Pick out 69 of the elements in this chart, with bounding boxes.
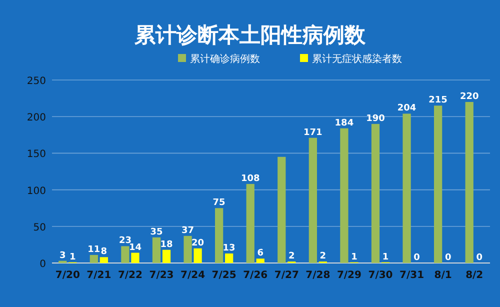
data-label: 204 [397,104,416,114]
data-label: 0 [476,253,482,263]
legend-label: 累计确诊病例数 [190,53,260,65]
x-tick-label: 7/25 [212,270,236,281]
bar [225,253,234,263]
legend-label: 累计无症状感染者数 [312,53,402,65]
y-tick-label: 50 [33,222,46,234]
bar [434,106,442,263]
y-tick-label: 200 [26,112,46,124]
data-label: 8 [100,247,108,258]
data-label: 190 [366,114,385,124]
bar [278,156,286,263]
bar [152,237,161,263]
bar [184,236,192,263]
data-label: 0 [414,253,420,263]
data-label: 1 [382,252,389,262]
data-label: 220 [460,92,479,102]
x-tick-label: 7/24 [180,270,206,281]
bar [215,208,224,263]
data-label: 2 [288,252,295,262]
data-label: 18 [160,240,173,250]
data-label: 13 [222,243,236,254]
data-label: 3 [60,250,66,261]
data-label: 1 [351,252,358,262]
y-tick-label: 100 [26,186,46,197]
x-tick-label: 7/26 [243,270,268,281]
y-tick-label: 150 [26,149,46,160]
x-tick-label: 7/28 [306,270,330,281]
chart-title: 累计诊断本土阳性病例数 [134,23,366,47]
data-label: 37 [182,226,194,236]
bar [131,252,140,263]
bar [256,258,264,263]
bar [100,257,108,263]
x-tick-label: 7/29 [336,270,362,281]
bar [402,114,411,263]
data-label: 6 [257,248,264,259]
bar [90,254,98,263]
y-tick-label: 250 [26,76,46,87]
data-label: 14 [128,242,142,253]
bar [371,124,380,263]
bar [465,102,474,263]
bar [162,250,171,263]
data-label: 108 [240,174,260,184]
data-label: 2 [320,252,326,262]
data-label: 1 [70,252,76,262]
bar [246,184,254,263]
x-tick-label: 7/23 [149,270,174,281]
x-tick-label: 7/20 [55,270,80,281]
data-label: 20 [192,238,204,248]
data-label: 23 [118,236,132,246]
data-label: 35 [150,227,163,238]
data-label: 171 [304,128,322,138]
data-label: 184 [334,118,354,128]
x-tick-label: 7/27 [274,270,299,281]
data-label: 0 [444,253,452,263]
data-label: 75 [212,198,226,208]
y-tick-label: 0 [40,259,46,270]
x-tick-label: 7/31 [400,270,424,281]
x-tick-label: 7/22 [118,270,143,281]
x-tick-label: 8/1 [434,270,452,281]
x-tick-label: 8/2 [466,270,484,281]
x-tick-label: 7/21 [86,270,112,281]
x-tick-label: 7/30 [368,270,393,281]
bar [308,138,317,263]
data-label: 215 [428,96,448,106]
bar [340,128,348,263]
bar [121,246,130,263]
bar [194,248,202,263]
data-label: 11 [88,244,100,255]
